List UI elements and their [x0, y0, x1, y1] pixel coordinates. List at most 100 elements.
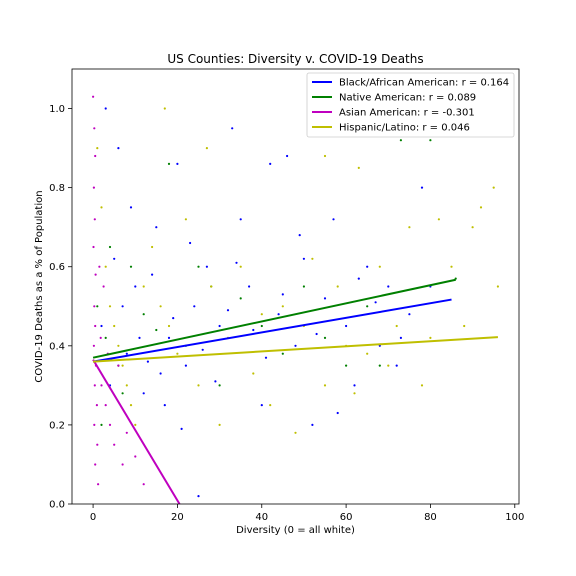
- series-0-point: [281, 293, 284, 296]
- series-2-point: [125, 431, 128, 434]
- series-3-point: [260, 313, 263, 316]
- legend: Black/African American: r = 0.164 Native …: [306, 72, 515, 138]
- legend-label: Hispanic/Latino: r = 0.046: [339, 123, 470, 134]
- series-2-point: [108, 423, 112, 426]
- series-3-point: [429, 336, 432, 339]
- series-1-point: [104, 336, 107, 339]
- series-1-point: [345, 364, 348, 367]
- series-1-point: [260, 324, 263, 328]
- series-1-trend-line: [92, 278, 456, 359]
- series-2-point: [93, 218, 96, 221]
- series-2-point: [113, 443, 116, 446]
- series-0-point: [323, 297, 327, 300]
- series-3-point: [366, 352, 369, 355]
- series-3-point: [125, 384, 128, 387]
- series-2-point: [94, 463, 97, 466]
- y-tick-label: 0.0: [49, 500, 65, 511]
- series-0-point: [399, 336, 402, 339]
- series-0-point: [163, 404, 166, 407]
- series-3-point: [294, 431, 297, 434]
- series-0-point: [113, 257, 116, 260]
- series-0-point: [366, 265, 369, 268]
- series-3-point: [184, 218, 187, 221]
- series-0-point: [395, 364, 398, 367]
- series-2-point: [95, 404, 98, 407]
- series-3-point: [210, 285, 213, 288]
- trend-lines: [92, 278, 498, 505]
- x-tick-label: 0: [90, 512, 96, 523]
- series-2-point: [92, 95, 95, 98]
- series-2-point: [97, 483, 100, 486]
- series-2-point: [94, 324, 97, 328]
- legend-label: Native American: r = 0.089: [339, 93, 476, 104]
- series-3-point: [129, 404, 133, 407]
- series-3-point: [104, 265, 107, 268]
- x-tick-label: 60: [340, 512, 353, 523]
- y-tick-label: 0.6: [49, 262, 65, 273]
- x-tick-label: 80: [424, 512, 437, 523]
- series-0-point: [353, 384, 356, 387]
- series-2-point: [98, 265, 101, 268]
- series-3-trend-line: [93, 336, 498, 363]
- series-0-point: [151, 273, 154, 276]
- series-1-point: [129, 265, 133, 268]
- y-tick-label: 0.2: [49, 420, 65, 431]
- series-0-point: [311, 423, 314, 426]
- series-3-point: [378, 265, 381, 268]
- legend-label: Black/African American: r = 0.164: [339, 78, 509, 89]
- series-1-point: [378, 364, 381, 367]
- series-1-point: [96, 305, 99, 308]
- series-0-point: [260, 404, 263, 407]
- series-3-point: [496, 285, 499, 288]
- series-0-point: [167, 336, 171, 339]
- series-2-point: [134, 455, 137, 458]
- series-0-point: [298, 234, 301, 237]
- series-3-point: [176, 352, 179, 355]
- series-2-point: [93, 384, 96, 387]
- series-0-point: [302, 257, 305, 260]
- series-0-point: [286, 154, 289, 158]
- x-axis-label: Diversity (0 = all white): [236, 525, 355, 536]
- x-tick-label: 100: [505, 512, 524, 523]
- series-3-point: [311, 257, 314, 260]
- series-3-point: [323, 154, 327, 158]
- series-0-point: [231, 127, 234, 130]
- series-0-point: [357, 277, 360, 280]
- series-2-point: [99, 336, 102, 339]
- series-1-point: [142, 313, 145, 316]
- series-3-point: [167, 324, 171, 328]
- series-0-point: [252, 328, 255, 332]
- series-1-point: [167, 162, 171, 165]
- series-0-point: [193, 305, 196, 308]
- legend-box: [306, 72, 515, 138]
- series-0-point: [129, 206, 133, 209]
- series-1-point: [281, 352, 284, 355]
- series-0-point: [180, 427, 183, 430]
- chart-title: US Counties: Diversity v. COVID-19 Death…: [167, 52, 423, 66]
- series-1-point: [399, 139, 402, 142]
- series-0-point: [277, 313, 280, 316]
- series-0-point: [100, 324, 103, 328]
- series-0-point: [239, 218, 242, 221]
- series-3-point: [471, 226, 474, 229]
- y-axis-label: COVID-19 Deaths as a % of Population: [34, 190, 45, 382]
- x-tick-label: 20: [171, 512, 184, 523]
- series-0-point: [138, 336, 141, 339]
- series-3-point: [197, 384, 200, 387]
- series-0-point: [125, 352, 128, 355]
- series-2-point: [92, 344, 95, 347]
- series-0-trend-line: [92, 298, 452, 363]
- series-0-point: [197, 495, 200, 498]
- series-3-point: [113, 324, 116, 328]
- series-0-point: [214, 380, 217, 383]
- series-3-point: [100, 206, 103, 209]
- series-2-point: [121, 463, 124, 466]
- legend-label: Asian American: r = -0.301: [339, 108, 475, 119]
- series-2-point: [93, 423, 96, 426]
- series-0-point: [201, 348, 204, 351]
- series-3-point: [323, 384, 327, 387]
- series-0-point: [104, 107, 107, 110]
- series-3-point: [336, 285, 339, 288]
- series-0-point: [315, 332, 318, 336]
